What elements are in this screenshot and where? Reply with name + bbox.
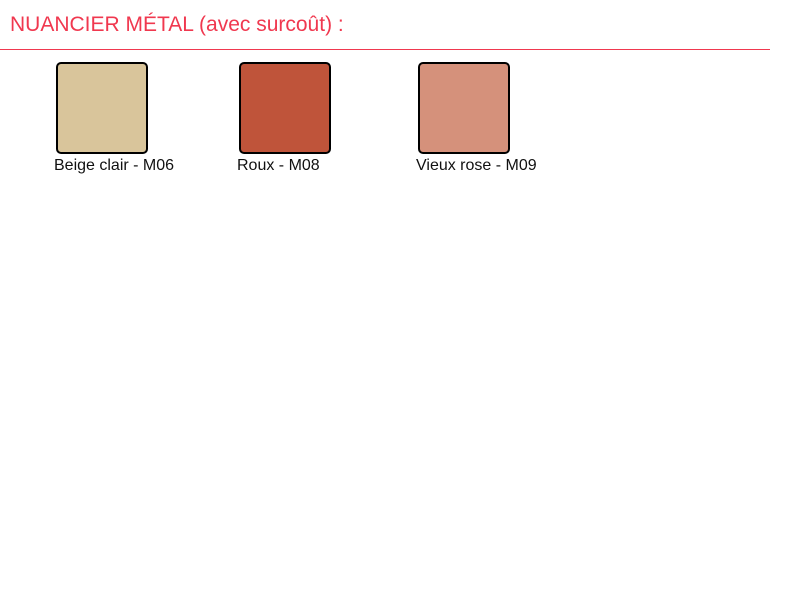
page-title: NUANCIER MÉTAL (avec surcoût) :	[10, 13, 344, 36]
swatch-vieux-rose[interactable]: Vieux rose - M09	[416, 62, 537, 175]
swatch-label: Beige clair - M06	[54, 157, 175, 174]
swatch-label: Vieux rose - M09	[416, 157, 537, 174]
swatch-beige-clair[interactable]: Beige clair - M06	[54, 62, 175, 175]
divider	[0, 49, 770, 50]
swatch-color[interactable]	[56, 62, 148, 154]
swatch-roux[interactable]: Roux - M08	[237, 62, 331, 175]
swatch-color[interactable]	[418, 62, 510, 154]
swatch-color[interactable]	[239, 62, 331, 154]
swatch-label: Roux - M08	[237, 157, 320, 174]
